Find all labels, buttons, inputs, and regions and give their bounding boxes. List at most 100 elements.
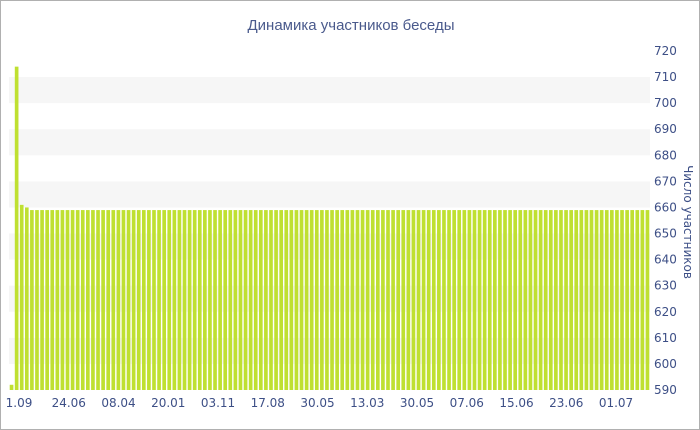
bar xyxy=(121,210,126,390)
bar xyxy=(472,210,477,390)
y-tick-label: 660 xyxy=(654,200,677,214)
y-tick-label: 640 xyxy=(654,253,677,267)
bar xyxy=(589,210,594,390)
x-tick-label: 20.01 xyxy=(151,396,185,410)
bar xyxy=(340,210,345,390)
bar xyxy=(50,210,55,390)
bar xyxy=(477,210,482,390)
bar xyxy=(431,210,436,390)
grid-band xyxy=(9,129,650,156)
bar xyxy=(141,210,146,390)
bar xyxy=(421,210,426,390)
x-tick-label: 07.06 xyxy=(450,396,484,410)
bar xyxy=(554,210,558,390)
y-tick-label: 600 xyxy=(654,357,677,371)
y-axis-title: Число участников xyxy=(681,165,695,279)
bar xyxy=(172,210,177,390)
y-tick-label: 690 xyxy=(654,122,677,136)
grid-band xyxy=(9,181,650,208)
bar xyxy=(355,210,360,390)
x-tick-label: 13.03 xyxy=(350,396,384,410)
bar xyxy=(14,66,19,391)
bar xyxy=(192,210,197,390)
bar xyxy=(630,210,635,390)
y-tick-label: 700 xyxy=(654,96,677,110)
bar xyxy=(350,210,355,390)
bar xyxy=(538,210,543,390)
bar xyxy=(335,210,339,390)
bar xyxy=(528,210,533,390)
bar xyxy=(559,210,563,390)
bar xyxy=(447,210,451,390)
y-tick-label: 710 xyxy=(654,70,677,84)
bar xyxy=(228,210,233,390)
bar xyxy=(457,210,462,390)
bar xyxy=(508,210,512,390)
bar xyxy=(320,210,324,390)
bar xyxy=(518,210,523,390)
bar xyxy=(248,210,253,390)
bar xyxy=(370,210,375,390)
bar xyxy=(482,210,487,390)
bar xyxy=(60,210,65,390)
bar xyxy=(299,210,304,390)
bars xyxy=(9,66,650,391)
y-tick-label: 720 xyxy=(654,44,677,58)
bar xyxy=(86,210,90,390)
bar xyxy=(594,210,599,390)
bar xyxy=(131,210,136,390)
bar xyxy=(493,210,497,390)
chart-title: Динамика участников беседы xyxy=(248,17,455,34)
bar xyxy=(345,210,350,390)
bar xyxy=(269,210,273,390)
bar xyxy=(503,210,507,390)
grid-band xyxy=(9,285,650,312)
bar xyxy=(233,210,238,390)
x-axis-ticks: 1.09 24.06 08.04 20.01 03.11 17.08 30.05 13.03 3… xyxy=(6,396,634,410)
bar xyxy=(569,210,573,390)
y-tick-label: 680 xyxy=(654,148,677,162)
x-tick-label: 08.04 xyxy=(101,396,135,410)
bar xyxy=(513,210,518,390)
bar xyxy=(604,210,609,390)
bar xyxy=(376,210,380,390)
bar xyxy=(167,210,172,390)
x-tick-label: 30.05 xyxy=(400,396,434,410)
bar xyxy=(330,210,334,390)
bar xyxy=(213,210,217,390)
bar xyxy=(70,210,75,390)
bar xyxy=(75,210,80,390)
y-axis-ticks: 590 600 610 620 630 640 650 660 670 680 690 700 710 7… xyxy=(654,44,677,397)
x-tick-label: 03.11 xyxy=(201,396,235,410)
bar xyxy=(243,210,248,390)
bar xyxy=(40,210,44,390)
bar xyxy=(30,210,34,390)
bar xyxy=(294,210,299,390)
y-tick-label: 610 xyxy=(654,331,677,345)
bar xyxy=(96,210,100,390)
bar xyxy=(187,210,192,390)
bar xyxy=(360,210,365,390)
bar xyxy=(533,210,538,390)
bar xyxy=(487,210,492,390)
y-tick-label: 670 xyxy=(654,174,677,188)
x-tick-label: 24.06 xyxy=(52,396,86,410)
bar xyxy=(620,210,624,390)
x-tick-label: 01.07 xyxy=(599,396,633,410)
bar xyxy=(284,210,289,390)
y-tick-label: 650 xyxy=(654,227,677,241)
bar xyxy=(258,210,263,390)
bar xyxy=(182,210,187,390)
bar xyxy=(223,210,228,390)
bar xyxy=(80,210,85,390)
bar xyxy=(218,210,222,390)
grid-band xyxy=(9,77,650,104)
bar xyxy=(152,210,156,390)
bar xyxy=(579,210,584,390)
bar xyxy=(610,210,614,390)
bar xyxy=(462,210,467,390)
bar xyxy=(452,210,456,390)
bar xyxy=(309,210,314,390)
bar xyxy=(543,210,548,390)
bar xyxy=(279,210,283,390)
